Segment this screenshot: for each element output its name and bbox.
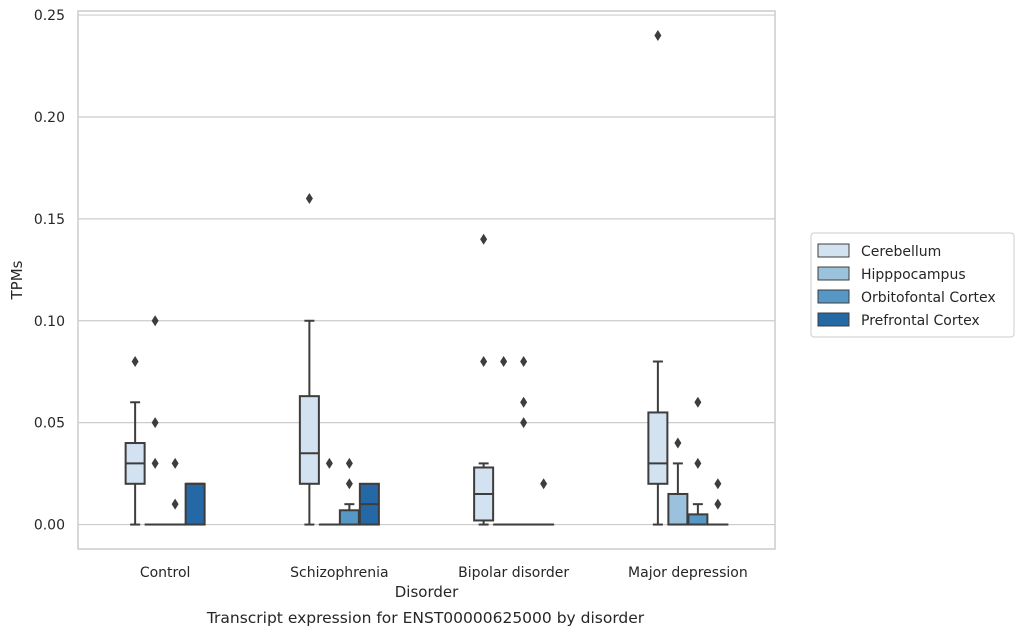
outlier-point — [500, 356, 508, 368]
legend-swatch — [817, 312, 850, 327]
legend-label: Orbitofontal Cortex — [861, 290, 996, 306]
y-tick-label: 0.15 — [34, 212, 65, 228]
legend-label: Cerebellum — [861, 244, 941, 260]
box-body — [687, 513, 709, 526]
legend-item: Cerebellum — [817, 243, 941, 260]
box-series — [124, 29, 729, 526]
outlier-point — [520, 356, 528, 368]
box-hipppocampus — [144, 315, 166, 526]
x-axis-label: Disorder — [395, 583, 459, 601]
outlier-point — [714, 478, 722, 490]
box-hipppocampus — [667, 437, 689, 526]
outlier-point — [520, 417, 528, 429]
y-tick-label: 0.20 — [34, 110, 65, 126]
box-body — [338, 509, 360, 526]
outlier-point — [151, 315, 159, 327]
box-cerebellum — [473, 233, 495, 526]
box-orbitofontal-cortex — [513, 356, 535, 526]
grid-lines — [78, 14, 775, 526]
x-tick-label: Major depression — [628, 565, 748, 581]
outlier-point — [151, 457, 159, 469]
outlier-point — [654, 29, 662, 41]
y-axis-ticks: 0.00 0.05 0.10 0.15 0.20 0.25 — [34, 8, 65, 533]
plot-frame — [77, 10, 776, 550]
box-orbitofontal-cortex — [687, 396, 709, 526]
outlier-point — [325, 457, 333, 469]
box-hipppocampus — [318, 457, 340, 526]
outlier-point — [305, 192, 313, 204]
outlier-point — [345, 457, 353, 469]
chart-caption: Transcript expression for ENST0000062500… — [206, 609, 645, 627]
outlier-point — [131, 356, 139, 368]
y-axis-label: TPMs — [8, 260, 26, 300]
x-tick-label: Control — [140, 565, 191, 581]
legend: Cerebellum Hipppocampus Orbitofontal Corte… — [810, 232, 1015, 338]
box-body — [647, 411, 669, 485]
y-tick-label: 0.10 — [34, 314, 65, 330]
x-tick-label: Bipolar disorder — [458, 565, 569, 581]
box-cerebellum — [298, 192, 320, 526]
x-axis-ticks: Control Schizophrenia Bipolar disorder Majo… — [140, 565, 748, 581]
box-prefrontal-cortex — [707, 478, 729, 526]
box-prefrontal-cortex — [533, 478, 555, 526]
y-tick-label: 0.00 — [34, 518, 65, 534]
outlier-point — [151, 417, 159, 429]
box-body — [184, 482, 206, 526]
box-orbitofontal-cortex — [338, 457, 360, 526]
legend-swatch — [817, 243, 850, 258]
y-tick-label: 0.05 — [34, 416, 65, 432]
outlier-point — [674, 437, 682, 449]
outlier-point — [480, 356, 488, 368]
y-tick-label: 0.25 — [34, 8, 65, 24]
box-prefrontal-cortex — [184, 482, 206, 526]
outlier-point — [714, 498, 722, 510]
outlier-point — [171, 457, 179, 469]
legend-label: Hipppocampus — [861, 267, 966, 283]
box-prefrontal-cortex — [358, 482, 380, 526]
box-cerebellum — [124, 356, 146, 526]
legend-item: Prefrontal Cortex — [817, 312, 980, 329]
outlier-point — [694, 396, 702, 408]
legend-frame — [810, 232, 1015, 338]
box-cerebellum — [647, 29, 669, 526]
box-body — [298, 395, 320, 485]
legend-swatch — [817, 266, 850, 281]
outlier-point — [540, 478, 548, 490]
legend-item: Hipppocampus — [817, 266, 966, 283]
outlier-point — [694, 457, 702, 469]
outlier-point — [171, 498, 179, 510]
legend-label: Prefrontal Cortex — [861, 313, 980, 329]
box-body — [667, 492, 689, 526]
outlier-point — [480, 233, 488, 245]
outlier-point — [345, 478, 353, 490]
legend-swatch — [817, 289, 850, 304]
legend-item: Orbitofontal Cortex — [817, 289, 996, 306]
box-orbitofontal-cortex — [164, 457, 186, 526]
box-hipppocampus — [493, 356, 515, 526]
x-tick-label: Schizophrenia — [290, 565, 388, 581]
outlier-point — [520, 396, 528, 408]
